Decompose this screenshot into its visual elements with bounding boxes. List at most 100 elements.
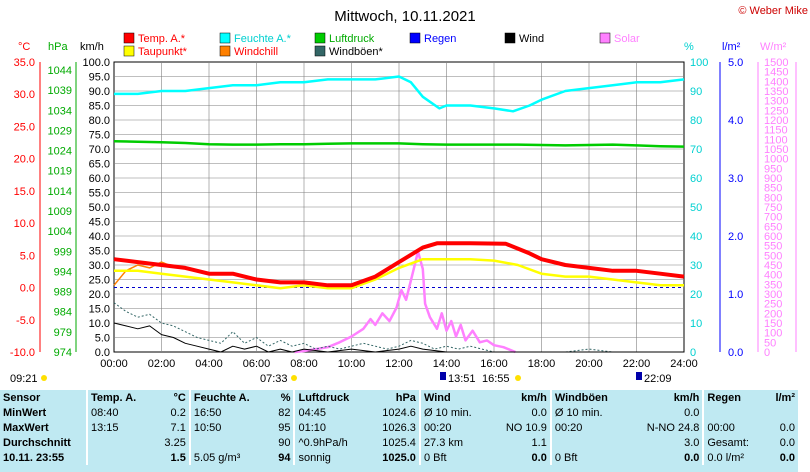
press-tick-label: 1024	[48, 146, 72, 158]
cell: 94	[278, 451, 291, 464]
hdr-sensor: Sensor	[3, 391, 41, 404]
wind-tick-label: 5.0	[95, 333, 110, 345]
cell: 08:40	[86, 405, 154, 420]
press-tick-label: 994	[54, 266, 72, 278]
legend-label: Wind	[519, 33, 544, 45]
cell: 10.11. 23:55	[3, 451, 65, 464]
solar-tick-label: 700	[764, 212, 782, 224]
wind-tick-label: 25.0	[89, 275, 110, 287]
cell: 0.0	[531, 406, 547, 419]
press-tick-label: 974	[54, 347, 72, 359]
axes: 35.0 30.0 25.0 20.0 15.0 10.0 5.0 0.0 -5.0 -10.0 1…	[10, 57, 797, 370]
wind-tick-label: 75.0	[89, 130, 110, 142]
series-line-luftdruck	[113, 140, 685, 148]
legend-label: Temp. A.*	[138, 33, 186, 45]
series-line-wind	[113, 322, 684, 353]
press-tick-label: 999	[54, 246, 72, 258]
cell: Ø 10 min.	[418, 405, 490, 420]
hum-tick-label: 40	[690, 231, 702, 243]
hum-tick-label: 70	[690, 144, 702, 156]
cell: 0.0	[684, 406, 700, 419]
marker-t1: 13:51	[448, 373, 476, 385]
solar-tick-label: 350	[764, 279, 782, 291]
wind-tick-label: 70.0	[89, 144, 110, 156]
cell	[765, 405, 798, 420]
press-tick-label: 1039	[48, 85, 72, 97]
press-axis-unit: hPa	[48, 41, 68, 53]
legend-label: Feuchte A.*	[234, 33, 292, 45]
solar-tick-label: 50	[764, 337, 776, 349]
marker-sunrise: 07:33	[260, 373, 288, 385]
hdr-rain: Regen	[702, 390, 766, 405]
stats-row-max: MaxWert 13:15 7.1 10:50 95 01:10 1026.3 …	[0, 420, 798, 435]
hum-tick-label: 90	[690, 86, 702, 98]
solar-tick-label: 450	[764, 260, 782, 272]
hdr-rain-unit: l/m²	[775, 391, 795, 404]
press-tick-label: 1004	[48, 226, 72, 238]
wind-tick-label: 15.0	[89, 304, 110, 316]
solar-tick-label: 1300	[764, 96, 788, 108]
wind-axis-unit: km/h	[80, 41, 104, 53]
hdr-press-unit: hPa	[395, 391, 416, 404]
temp-tick-label: 25.0	[14, 121, 35, 133]
wind-tick-label: 20.0	[89, 289, 110, 301]
copyright: © Weber Mike	[738, 5, 808, 17]
cell: 00:20	[549, 420, 628, 435]
legend-label: Windböen*	[329, 46, 384, 58]
x-tick-label: 14:00	[433, 358, 461, 370]
legend-swatch	[409, 32, 421, 44]
cell: 1024.6	[382, 406, 416, 419]
x-tick-label: 08:00	[290, 358, 318, 370]
hdr-gust: Windböen	[549, 390, 628, 405]
wind-tick-label: 55.0	[89, 188, 110, 200]
rain-tick-label: 3.0	[728, 173, 743, 185]
hum-tick-label: 50	[690, 202, 702, 214]
legend-label: Solar	[614, 33, 640, 45]
stats-grid: Sensor Temp. A. °C Feuchte A. % Luftdruc…	[0, 390, 798, 465]
legend-swatch	[219, 45, 231, 57]
solar-tick-label: 950	[764, 163, 782, 175]
hum-tick-label: 80	[690, 115, 702, 127]
cell: 0 Bft	[418, 450, 490, 465]
solar-tick-label: 1100	[764, 134, 788, 146]
temp-tick-label: 10.0	[14, 218, 35, 230]
solar-tick-label: 650	[764, 221, 782, 233]
legend-swatch	[599, 32, 611, 44]
cell	[702, 405, 766, 420]
series-line-taupunkt	[114, 257, 684, 290]
solar-tick-label: 300	[764, 289, 782, 301]
cell: 04:45	[293, 405, 369, 420]
cell: 0.0	[779, 436, 795, 449]
rain-tick-label: 4.0	[728, 115, 743, 127]
legend-label: Taupunkt*	[138, 46, 188, 58]
cell: 01:10	[293, 420, 369, 435]
solar-tick-label: 1200	[764, 115, 788, 127]
press-tick-label: 1034	[48, 105, 72, 117]
cell: 10:50	[188, 420, 270, 435]
sun-icon	[291, 375, 297, 381]
wind-tick-label: 50.0	[89, 202, 110, 214]
legend-swatch	[219, 32, 231, 44]
x-tick-label: 04:00	[195, 358, 223, 370]
stats-row-current: 10.11. 23:55 1.5 5.05 g/m³ 94 sonnig 102…	[0, 450, 798, 465]
sun-icon	[515, 375, 521, 381]
wind-tick-label: 80.0	[89, 115, 110, 127]
press-tick-label: 979	[54, 327, 72, 339]
sun-icon	[41, 375, 47, 381]
x-tick-label: 12:00	[385, 358, 413, 370]
hum-tick-label: 10	[690, 318, 702, 330]
press-tick-label: 1044	[48, 65, 72, 77]
wind-tick-label: 90.0	[89, 86, 110, 98]
x-tick-label: 20:00	[575, 358, 603, 370]
x-tick-label: 06:00	[243, 358, 271, 370]
cell: Ø 10 min.	[549, 405, 628, 420]
press-tick-label: 1014	[48, 186, 72, 198]
rain-tick-label: 1.0	[728, 289, 743, 301]
cell: 3.0	[684, 436, 700, 449]
hdr-hum: Feuchte A.	[188, 390, 270, 405]
x-tick-label: 18:00	[528, 358, 556, 370]
x-tick-label: 24:00	[670, 358, 698, 370]
hum-tick-label: 60	[690, 173, 702, 185]
legend-swatch	[314, 45, 326, 57]
cell: 82	[278, 406, 291, 419]
